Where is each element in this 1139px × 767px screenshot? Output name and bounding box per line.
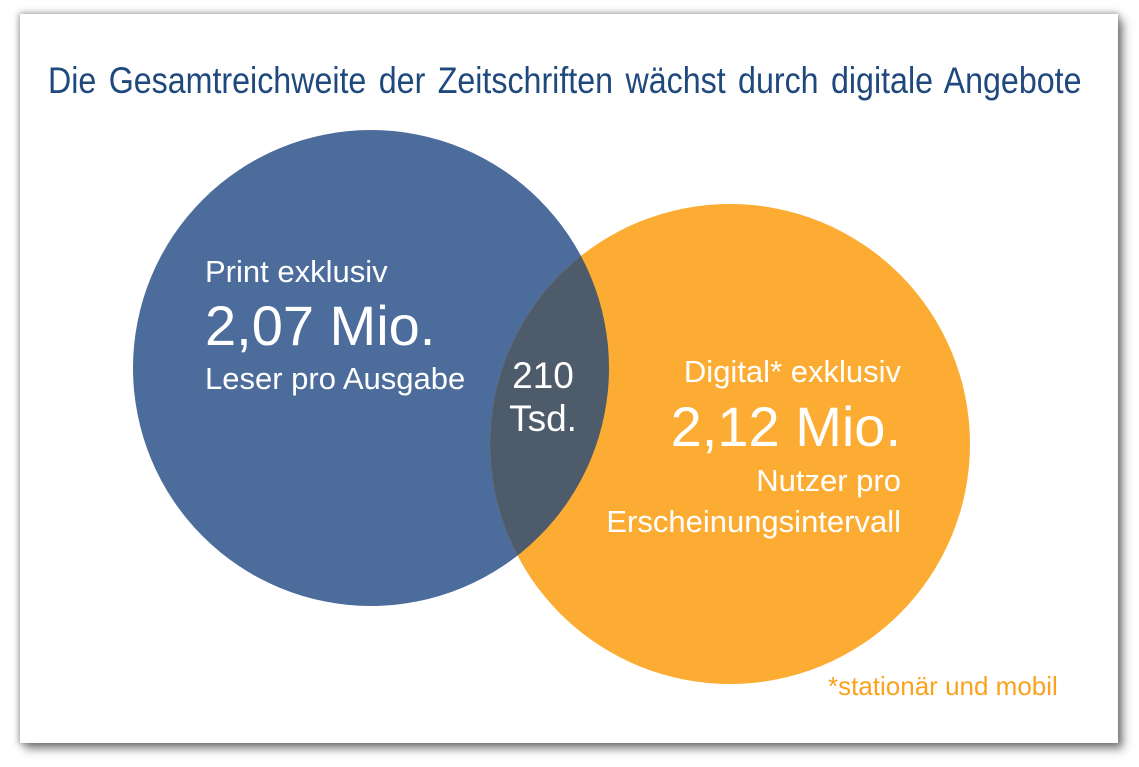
print-circle: [133, 130, 609, 606]
digital-value: 2,12 Mio.: [670, 395, 901, 458]
footnote: *stationär und mobil: [828, 671, 1058, 701]
digital-audience-label-line1: Nutzer pro: [756, 463, 901, 498]
digital-audience-label-line2: Erscheinungsintervall: [606, 504, 901, 539]
print-audience-label: Leser pro Ausgabe: [205, 361, 466, 396]
digital-set-label: Digital* exklusiv: [683, 354, 901, 389]
overlap-label-block: 210 Tsd.: [463, 354, 623, 440]
print-label-block: Print exklusiv 2,07 Mio. Leser pro Ausga…: [205, 248, 465, 401]
overlap-value: 210: [512, 355, 574, 396]
digital-circle: [490, 204, 970, 684]
print-value: 2,07 Mio.: [205, 294, 436, 357]
chart-title: Die Gesamtreichweite der Zeitschriften w…: [48, 60, 1082, 101]
print-set-label: Print exklusiv: [205, 254, 388, 289]
overlap-unit: Tsd.: [509, 398, 577, 439]
digital-label-block: Digital* exklusiv 2,12 Mio. Nutzer pro E…: [606, 349, 901, 540]
